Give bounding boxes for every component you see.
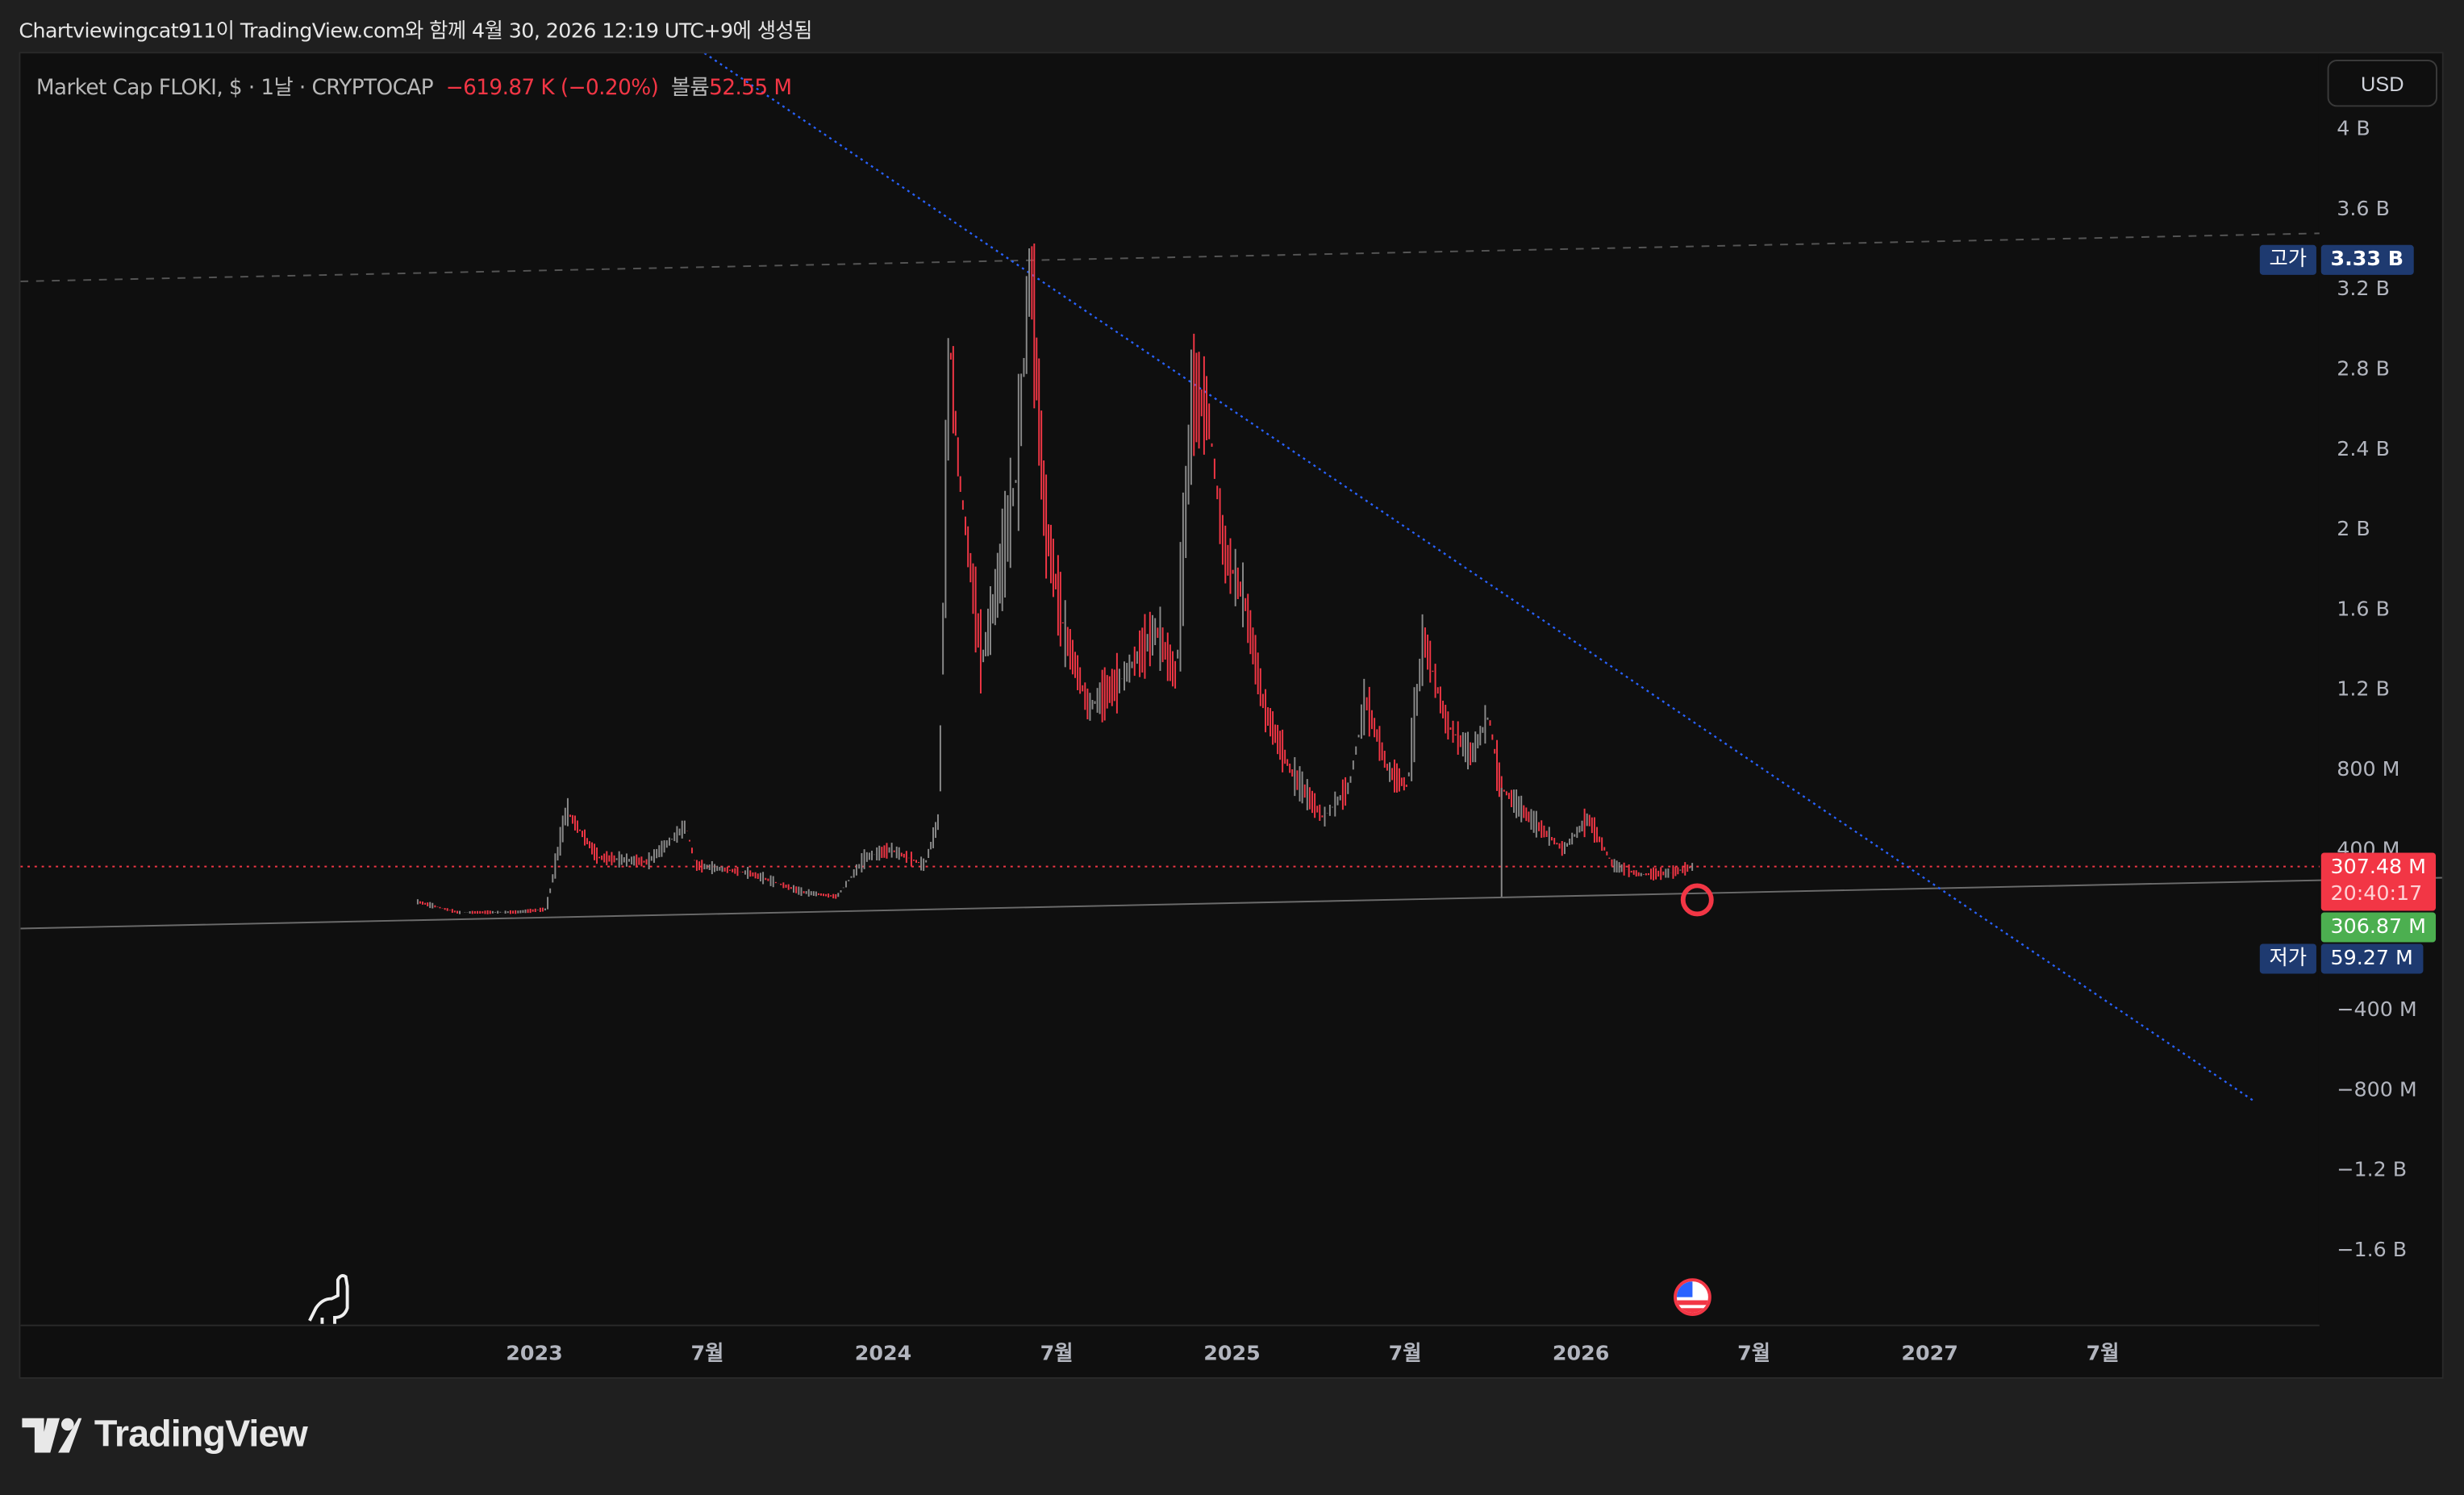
- x-tick-label: 7월: [1389, 1341, 1422, 1365]
- y-tick-label: 3.2 B: [2337, 276, 2390, 300]
- us-flag-event-icon[interactable]: [1674, 1278, 1711, 1317]
- tradingview-logo-icon: [22, 1418, 82, 1453]
- x-tick-label: 2023: [506, 1341, 562, 1365]
- y-tick-label: 800 M: [2337, 756, 2399, 781]
- last-price-tag: 307.48 M 20:40:17: [2320, 852, 2437, 911]
- chart-pane[interactable]: 4 B 3.6 B 3.2 B 2.8 B 2.4 B 2 B 1.6 B 1.2 B 800 …: [19, 52, 2444, 1379]
- low-label-tag: 저가: [2259, 943, 2316, 974]
- y-tick-label: 2.4 B: [2337, 436, 2390, 460]
- x-tick-label: 2026: [1553, 1341, 1609, 1365]
- high-label-tag: 고가: [2259, 244, 2316, 275]
- prev-close-tag: 306.87 M: [2320, 912, 2437, 943]
- dinosaur-icon[interactable]: [303, 1271, 356, 1335]
- symbol-title[interactable]: Market Cap FLOKI, $ · 1날 · CRYPTOCAP: [35, 75, 434, 101]
- currency-button[interactable]: USD: [2327, 60, 2437, 107]
- y-tick-label: 2.8 B: [2337, 356, 2390, 380]
- snapshot-caption: Chartviewingcat911이 TradingView.com와 함께 …: [19, 20, 812, 44]
- y-tick-label: 4 B: [2337, 115, 2370, 140]
- volume-value: 52.55 M: [709, 75, 792, 101]
- last-price: 307.48 M: [2330, 856, 2427, 880]
- tradingview-logo[interactable]: TradingView: [22, 1413, 308, 1458]
- y-tick-label: −400 M: [2337, 997, 2416, 1021]
- support-trendline: [20, 877, 2442, 930]
- bar-countdown: 20:40:17: [2330, 882, 2423, 906]
- x-tick-label: 7월: [690, 1341, 723, 1365]
- low-value-tag: 59.27 M: [2320, 943, 2423, 974]
- price-change: −619.87 K (−0.20%): [445, 75, 659, 101]
- high-value-tag: 3.33 B: [2320, 244, 2413, 275]
- y-tick-label: −800 M: [2337, 1076, 2416, 1101]
- y-tick-label: 1.6 B: [2337, 596, 2390, 620]
- highlight-circle: [1680, 883, 1714, 917]
- y-tick-label: −1.2 B: [2337, 1157, 2407, 1181]
- x-tick-label: 7월: [2087, 1341, 2120, 1365]
- volume-label: 볼륨: [670, 75, 710, 101]
- x-tick-label: 2024: [855, 1341, 911, 1365]
- resistance-dashed-line: [20, 232, 2320, 282]
- descending-trendline: [703, 53, 2253, 1101]
- x-tick-label: 7월: [1737, 1341, 1770, 1365]
- y-tick-label: 2 B: [2337, 516, 2370, 540]
- x-tick-label: 2025: [1203, 1341, 1260, 1365]
- x-tick-label: 2027: [1901, 1341, 1957, 1365]
- y-tick-label: 3.6 B: [2337, 196, 2390, 220]
- y-tick-label: 1.2 B: [2337, 677, 2390, 701]
- y-tick-label: −1.6 B: [2337, 1237, 2407, 1261]
- symbol-legend: Market Cap FLOKI, $ · 1날 · CRYPTOCAP −619…: [35, 69, 792, 101]
- price-chart[interactable]: 4 B 3.6 B 3.2 B 2.8 B 2.4 B 2 B 1.6 B 1.2 B 800 …: [20, 53, 2443, 1379]
- brand-name: TradingView: [94, 1413, 308, 1456]
- x-tick-label: 7월: [1040, 1341, 1074, 1365]
